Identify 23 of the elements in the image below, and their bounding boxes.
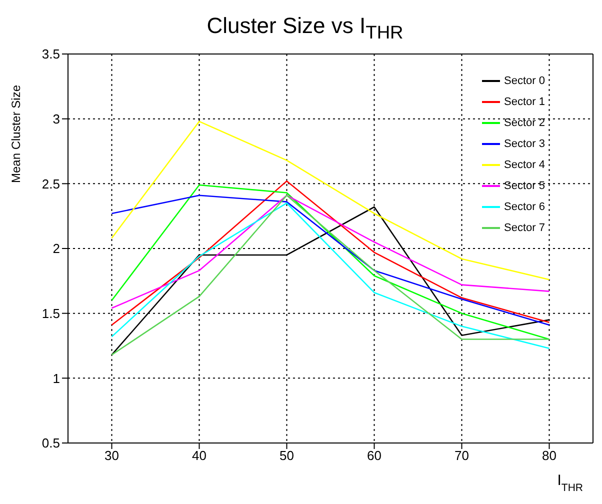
legend-label: Sector 0: [504, 74, 545, 88]
x-tick-label: 40: [192, 448, 206, 464]
y-tick-label: 3.5: [42, 46, 60, 62]
legend-label: Sector 6: [504, 200, 545, 214]
x-tick-label: 30: [104, 448, 119, 464]
legend-label: Sector 2: [504, 116, 545, 130]
chart-title: Cluster Size vs I$_{THR}$: [206, 12, 404, 44]
legend-label: Sector 1: [504, 94, 545, 110]
legend-label: Sector 4: [504, 158, 545, 172]
y-tick-label: 3: [52, 111, 60, 126]
legend-label: Sector 7: [504, 220, 545, 236]
y-axis-title: Mean Cluster Size: [9, 84, 23, 184]
y-tick-label: 2: [52, 241, 60, 256]
x-tick-label: 70: [454, 448, 469, 464]
y-tick-label: 2.5: [42, 176, 60, 192]
x-tick-label: 50: [280, 448, 294, 464]
y-tick-label: 0.5: [42, 436, 60, 451]
y-tick-label: 1: [52, 370, 60, 386]
legend-label: Sector 3: [504, 136, 545, 152]
y-tick-label: 1.5: [42, 306, 60, 321]
x-tick-label: 80: [542, 448, 556, 464]
x-axis-title: I$_{THR}$: [557, 472, 584, 494]
x-tick-label: 60: [367, 448, 382, 464]
